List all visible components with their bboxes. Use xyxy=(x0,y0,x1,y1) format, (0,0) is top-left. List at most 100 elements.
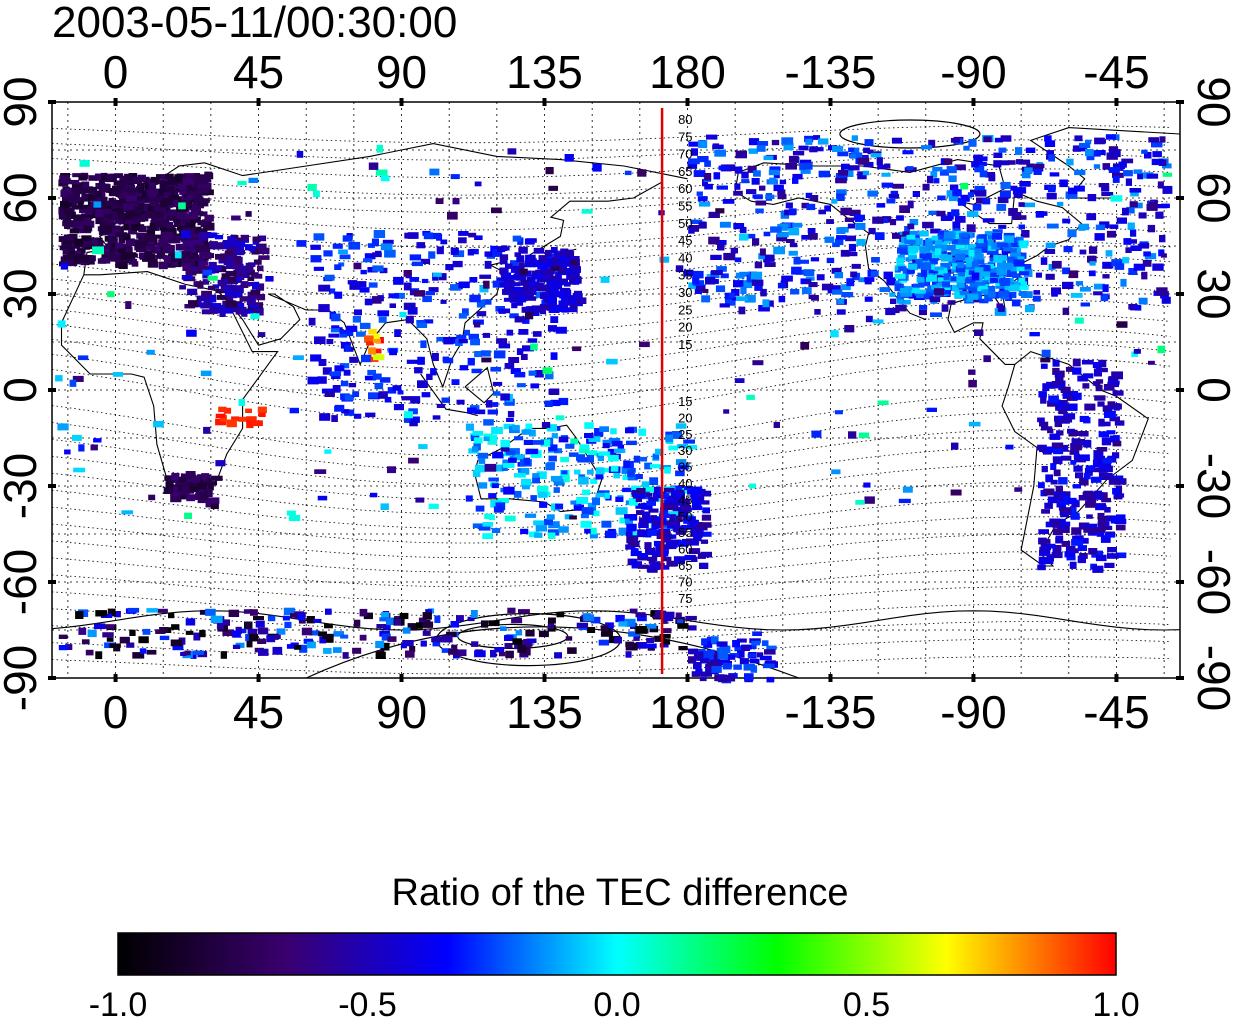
tec-patch xyxy=(748,138,760,146)
tec-patch xyxy=(675,612,682,619)
tec-patch xyxy=(514,252,521,257)
tec-patch xyxy=(896,257,905,264)
tec-patch xyxy=(349,356,359,363)
tec-patch xyxy=(245,211,252,217)
tec-patch xyxy=(500,393,510,401)
tec-patch xyxy=(125,195,137,202)
tec-patch xyxy=(677,619,684,626)
tec-patch xyxy=(976,280,986,286)
tec-patch xyxy=(491,427,503,435)
tec-patch xyxy=(1088,246,1098,254)
lon-label-top: 90 xyxy=(376,46,427,98)
tec-patch xyxy=(844,325,855,333)
tec-patch xyxy=(248,177,259,183)
tec-patch xyxy=(401,396,412,401)
tec-patch xyxy=(850,271,858,278)
tec-patch xyxy=(120,252,133,260)
tec-patch xyxy=(1075,281,1083,286)
tec-patch xyxy=(916,276,925,283)
tec-patch xyxy=(197,281,204,289)
tec-patch xyxy=(898,232,907,238)
tec-patch xyxy=(762,663,775,669)
tec-patch xyxy=(199,252,209,258)
tec-patch xyxy=(1133,263,1146,271)
tec-patch xyxy=(744,673,754,681)
tec-patch xyxy=(1049,543,1056,549)
tec-patch xyxy=(864,139,874,147)
tec-patch xyxy=(524,260,536,268)
tec-patch xyxy=(855,500,865,505)
tec-patch xyxy=(1086,152,1095,161)
tec-patch xyxy=(1059,498,1070,505)
tec-patch xyxy=(189,191,197,196)
tec-patch xyxy=(690,486,703,492)
tec-patch xyxy=(405,315,414,324)
tec-patch xyxy=(361,354,372,363)
tec-patch xyxy=(1104,562,1115,568)
tec-patch xyxy=(631,485,641,494)
tec-patch xyxy=(420,340,427,348)
tec-patch xyxy=(1095,384,1103,392)
tec-patch xyxy=(931,258,938,265)
tec-patch xyxy=(468,333,479,340)
tec-patch xyxy=(520,279,531,286)
tec-patch xyxy=(702,179,708,187)
tec-patch xyxy=(160,174,168,183)
tec-patch xyxy=(542,367,553,375)
tec-patch xyxy=(803,269,815,277)
tec-patch xyxy=(592,163,602,172)
tec-patch xyxy=(190,177,200,183)
lat-tick-left xyxy=(48,484,56,488)
tec-patch xyxy=(156,174,163,179)
tec-patch xyxy=(1100,535,1111,543)
tec-patch xyxy=(286,510,296,516)
tec-patch xyxy=(730,247,738,254)
tec-patch xyxy=(112,249,121,255)
lon-tick-top xyxy=(685,98,690,106)
tec-patch xyxy=(524,238,535,245)
tec-patch xyxy=(926,274,937,282)
tec-patch xyxy=(702,531,712,537)
tec-patch xyxy=(927,285,935,292)
tec-patch xyxy=(906,234,916,240)
tec-patch xyxy=(498,652,506,657)
tec-patch xyxy=(64,244,72,251)
tec-patch xyxy=(119,198,131,204)
contour-label-south: 70 xyxy=(678,574,692,589)
tec-patch xyxy=(377,310,390,317)
tec-patch xyxy=(932,280,939,288)
tec-patch xyxy=(645,623,657,629)
tec-patch xyxy=(600,276,610,283)
tec-patch xyxy=(659,256,670,263)
tec-patch xyxy=(561,307,570,313)
tec-patch xyxy=(132,213,142,219)
tec-patch xyxy=(456,615,464,622)
tec-patch xyxy=(963,145,970,151)
tec-patch xyxy=(232,644,241,649)
tec-patch xyxy=(931,251,940,259)
tec-patch xyxy=(57,320,66,328)
tec-patch xyxy=(214,235,224,240)
tec-patch xyxy=(451,644,458,652)
tec-patch xyxy=(719,221,731,228)
tec-patch xyxy=(488,514,495,521)
tec-patch xyxy=(501,465,508,471)
tec-patch xyxy=(118,246,126,254)
tec-patch xyxy=(318,284,331,292)
lon-label-top: 0 xyxy=(103,46,129,98)
tec-patch xyxy=(60,200,69,208)
contour-label-north: 60 xyxy=(678,181,692,196)
tec-patch xyxy=(788,227,800,236)
tec-patch xyxy=(134,200,145,206)
tec-patch xyxy=(629,514,638,521)
tec-patch xyxy=(200,370,212,377)
tec-patch xyxy=(998,224,1007,229)
tec-patch xyxy=(625,651,632,658)
tec-patch xyxy=(202,302,213,308)
tec-patch xyxy=(447,211,458,220)
tec-patch xyxy=(186,329,197,337)
tec-patch xyxy=(409,646,416,652)
tec-patch xyxy=(952,284,963,292)
tec-patch xyxy=(1020,281,1027,288)
tec-patch xyxy=(359,634,367,641)
